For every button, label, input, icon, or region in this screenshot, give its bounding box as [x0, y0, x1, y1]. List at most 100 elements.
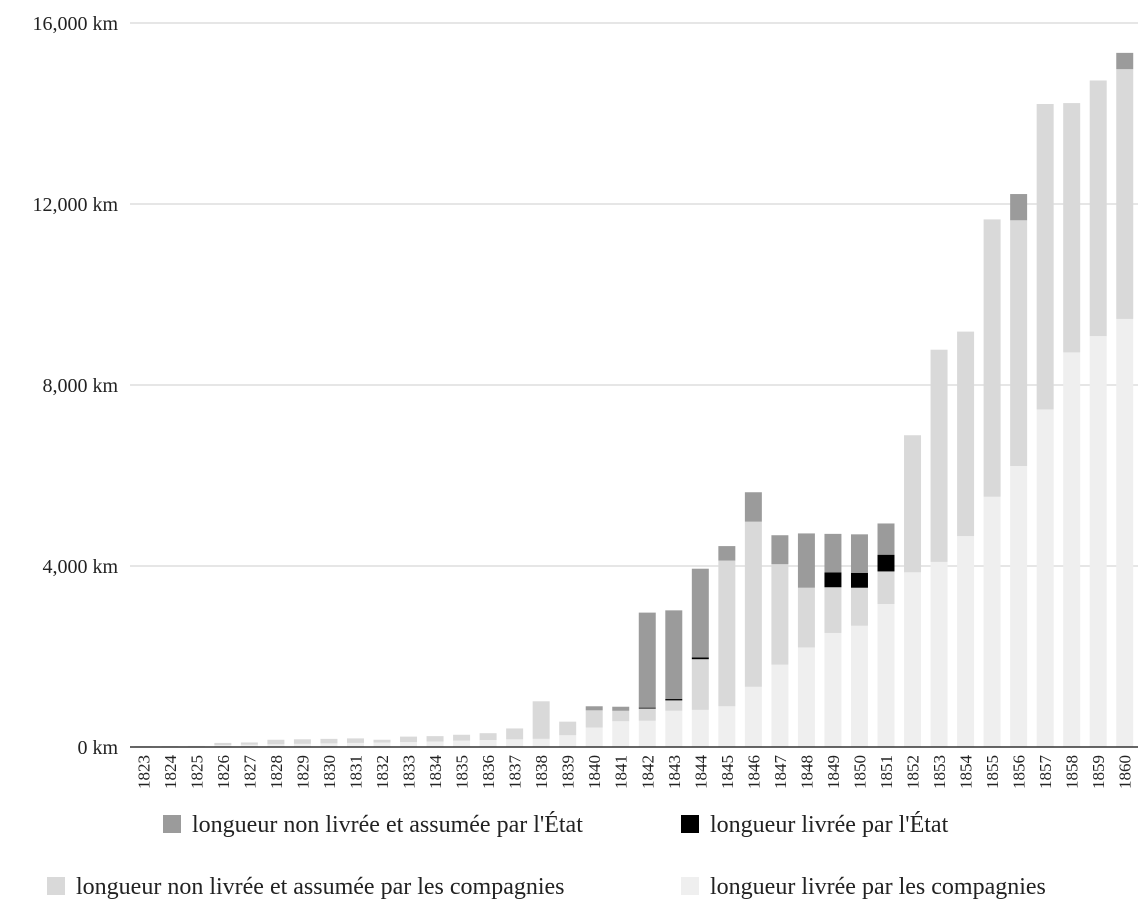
x-tick-label: 1834	[426, 755, 445, 790]
legend-label: longueur non livrée et assumée par l'Éta…	[192, 812, 583, 838]
legend-swatch	[47, 877, 65, 895]
bar-segment	[240, 742, 258, 745]
x-tick-label: 1839	[559, 755, 578, 789]
bar-segment	[744, 521, 762, 687]
bar-segment	[267, 744, 285, 747]
legend-item: longueur livrée par l'État	[681, 812, 949, 838]
bar-segment	[267, 739, 285, 745]
bar-segment	[957, 331, 975, 537]
x-tick-label: 1857	[1036, 755, 1055, 790]
x-tick-label: 1825	[187, 755, 206, 789]
bar-segment	[691, 568, 709, 658]
bar-segment	[320, 743, 338, 747]
x-tick-label: 1831	[346, 755, 365, 789]
legend-label: longueur non livrée et assumée par les c…	[76, 874, 565, 900]
bar-segment	[1010, 465, 1028, 747]
legend-label: longueur livrée par l'État	[710, 812, 949, 838]
legend-item: longueur non livrée et assumée par l'Éta…	[163, 812, 583, 838]
bar-segment	[718, 560, 736, 707]
x-tick-label: 1840	[585, 755, 604, 789]
bar-segment	[453, 734, 471, 741]
bar-segment	[559, 721, 577, 736]
bar-segment	[1063, 352, 1081, 747]
bar-segment	[479, 739, 497, 747]
bar-segment	[373, 742, 391, 747]
bar-segment	[346, 742, 364, 747]
bar-segment	[612, 706, 630, 711]
legend-swatch	[163, 815, 181, 833]
legend-item: longueur non livrée et assumée par les c…	[47, 874, 565, 900]
x-tick-label: 1843	[665, 755, 684, 789]
bar-segment	[824, 572, 842, 588]
bar-segment	[426, 736, 444, 742]
bar-segment	[877, 554, 895, 572]
x-tick-label: 1841	[612, 755, 631, 789]
x-tick-label: 1848	[797, 755, 816, 789]
x-tick-label: 1837	[506, 755, 525, 790]
bar-segment	[771, 535, 789, 565]
bar-segment	[346, 738, 364, 743]
bar-segment	[1116, 52, 1134, 70]
x-tick-label: 1823	[134, 755, 153, 789]
bar-segment	[612, 710, 630, 722]
legend-item: longueur livrée par les compagnies	[681, 874, 1046, 900]
x-tick-label: 1845	[718, 755, 737, 789]
bar-segment	[585, 727, 603, 747]
bar-segment	[214, 745, 232, 747]
x-tick-label: 1849	[824, 755, 843, 789]
bar-segment	[877, 523, 895, 555]
legend-swatch	[681, 815, 699, 833]
bar-segment	[691, 709, 709, 747]
bar-segment	[293, 743, 311, 747]
x-tick-label: 1830	[320, 755, 339, 789]
bar-segment	[373, 739, 391, 743]
bar-segment	[850, 572, 868, 588]
y-tick-label: 0 km	[77, 737, 118, 759]
bar-segment	[1036, 103, 1054, 410]
x-tick-label: 1844	[691, 755, 710, 790]
bar-segment	[638, 707, 656, 709]
bar-segment	[691, 657, 709, 660]
bar-segment	[638, 612, 656, 708]
bar-segment	[718, 706, 736, 747]
bar-segment	[1063, 103, 1081, 353]
bar-segment	[638, 720, 656, 747]
bar-segment	[665, 610, 683, 700]
x-tick-label: 1838	[532, 755, 551, 789]
bar-segment	[797, 647, 815, 747]
bar-segment	[612, 721, 630, 747]
x-tick-label: 1860	[1116, 755, 1135, 789]
x-tick-label: 1852	[904, 755, 923, 789]
bar-segment	[983, 496, 1001, 747]
legend-label: longueur livrée par les compagnies	[710, 874, 1046, 900]
bar-segment	[691, 659, 709, 710]
bar-segment	[850, 587, 868, 626]
bar-segment	[426, 741, 444, 747]
bar-segment	[665, 700, 683, 711]
bar-segment	[771, 564, 789, 665]
bar-segment	[665, 710, 683, 747]
bar-segment	[453, 740, 471, 747]
y-tick-label: 16,000 km	[32, 13, 118, 35]
x-tick-label: 1855	[983, 755, 1002, 789]
x-tick-label: 1851	[877, 755, 896, 789]
bar-segment	[904, 435, 922, 573]
x-tick-label: 1829	[293, 755, 312, 789]
bar-segment	[797, 587, 815, 648]
y-axis: 0 km 4,000 km 8,000 km 12,000 km 16,000 km	[32, 13, 118, 759]
bar-segment	[930, 561, 948, 747]
bar-segment	[797, 533, 815, 588]
bar-segment	[400, 736, 418, 743]
x-tick-label: 1826	[214, 755, 233, 789]
bar-segment	[400, 742, 418, 747]
bar-segment	[744, 492, 762, 522]
bar-segment	[824, 533, 842, 573]
bar-segment	[665, 699, 683, 701]
bar-segment	[506, 739, 524, 747]
x-tick-label: 1847	[771, 755, 790, 790]
legend-swatch	[681, 877, 699, 895]
bar-segment	[532, 701, 550, 739]
x-axis: 1823 1824 1825 1826 1827 1828 1829 1830 1831 1832…	[134, 755, 1134, 790]
bar-segment	[771, 664, 789, 747]
